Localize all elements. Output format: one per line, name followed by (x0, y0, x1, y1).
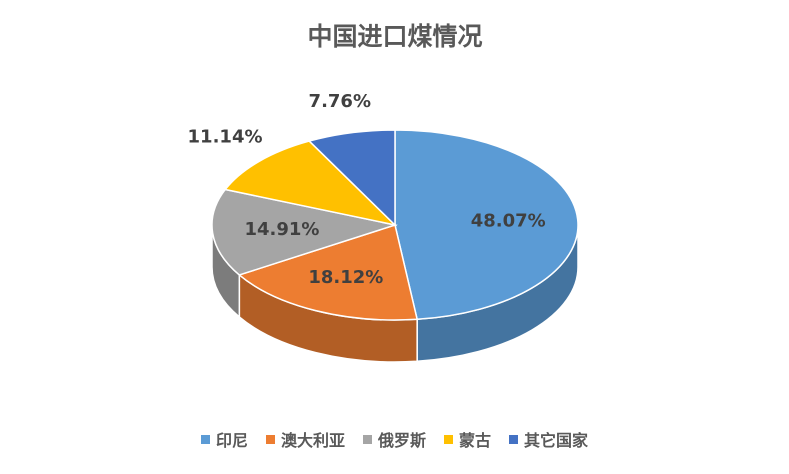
legend-swatch (362, 434, 372, 444)
chart: 中国进口煤情况 48.07% 18.12% 14.91% 11.14% 7.76% (188, 22, 579, 363)
legend-swatch (200, 434, 210, 444)
chart-title: 中国进口煤情况 (307, 22, 482, 51)
legend-item: 印尼 (200, 427, 248, 451)
slice (223, 140, 398, 227)
legend-label: 澳大利亚 (280, 431, 345, 450)
legend-item: 澳大利亚 (265, 427, 345, 451)
legend: 印尼 澳大利亚 俄罗斯 蒙古 其它国家 (0, 427, 789, 451)
legend-item: 俄罗斯 (362, 427, 426, 451)
legend-label: 其它国家 (524, 431, 589, 450)
data-label: 7.76% (309, 91, 371, 112)
slice (307, 129, 396, 227)
data-label: 48.07% (471, 210, 546, 231)
legend-swatch (265, 434, 275, 444)
data-label: 14.91% (244, 219, 319, 240)
slice (394, 129, 579, 321)
legend-label: 蒙古 (459, 431, 492, 450)
slice (211, 188, 398, 276)
legend-item: 其它国家 (509, 427, 588, 451)
slice (237, 224, 419, 321)
legend-label: 俄罗斯 (377, 431, 426, 450)
legend-item: 蒙古 (444, 427, 491, 451)
data-label: 18.12% (308, 267, 383, 288)
legend-swatch (509, 434, 519, 444)
data-label: 11.14% (188, 127, 263, 148)
legend-label: 印尼 (215, 431, 248, 450)
legend-swatch (444, 434, 453, 444)
